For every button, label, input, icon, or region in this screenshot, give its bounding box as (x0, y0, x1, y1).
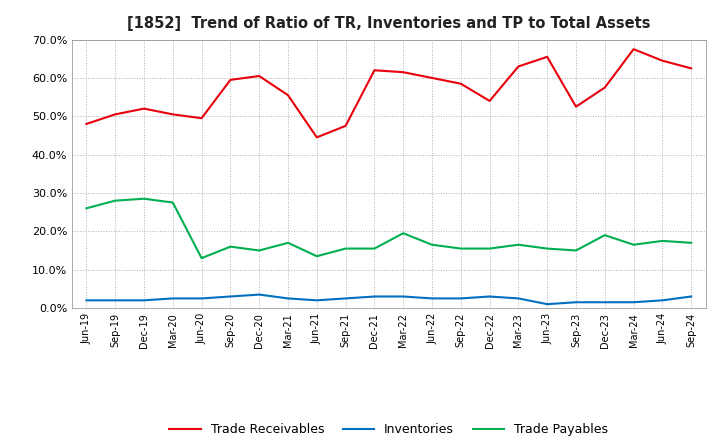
Inventories (226, 294, 235, 299)
Trade Receivables (543, 54, 552, 59)
Trade Receivables (399, 70, 408, 75)
Inventories (687, 294, 696, 299)
Trade Payables (600, 232, 609, 238)
Trade Receivables (226, 77, 235, 82)
Trade Payables (197, 256, 206, 261)
Trade Receivables (341, 123, 350, 128)
Trade Payables (428, 242, 436, 247)
Trade Payables (370, 246, 379, 251)
Trade Payables (226, 244, 235, 249)
Line: Inventories: Inventories (86, 295, 691, 304)
Trade Payables (255, 248, 264, 253)
Inventories (370, 294, 379, 299)
Trade Receivables (572, 104, 580, 109)
Trade Payables (399, 231, 408, 236)
Line: Trade Payables: Trade Payables (86, 199, 691, 258)
Inventories (658, 298, 667, 303)
Trade Receivables (111, 112, 120, 117)
Inventories (629, 300, 638, 305)
Trade Receivables (485, 98, 494, 103)
Inventories (312, 298, 321, 303)
Trade Payables (341, 246, 350, 251)
Inventories (82, 298, 91, 303)
Trade Receivables (629, 47, 638, 52)
Trade Payables (82, 205, 91, 211)
Trade Payables (456, 246, 465, 251)
Trade Payables (514, 242, 523, 247)
Trade Receivables (312, 135, 321, 140)
Inventories (341, 296, 350, 301)
Legend: Trade Receivables, Inventories, Trade Payables: Trade Receivables, Inventories, Trade Pa… (164, 418, 613, 440)
Inventories (399, 294, 408, 299)
Inventories (572, 300, 580, 305)
Inventories (514, 296, 523, 301)
Trade Receivables (255, 73, 264, 79)
Trade Receivables (456, 81, 465, 86)
Trade Receivables (687, 66, 696, 71)
Trade Payables (658, 238, 667, 244)
Trade Receivables (140, 106, 148, 111)
Title: [1852]  Trend of Ratio of TR, Inventories and TP to Total Assets: [1852] Trend of Ratio of TR, Inventories… (127, 16, 651, 32)
Trade Payables (687, 240, 696, 246)
Inventories (485, 294, 494, 299)
Line: Trade Receivables: Trade Receivables (86, 49, 691, 137)
Trade Receivables (514, 64, 523, 69)
Trade Receivables (284, 92, 292, 98)
Inventories (428, 296, 436, 301)
Inventories (456, 296, 465, 301)
Trade Payables (572, 248, 580, 253)
Inventories (255, 292, 264, 297)
Trade Payables (111, 198, 120, 203)
Inventories (600, 300, 609, 305)
Trade Receivables (168, 112, 177, 117)
Inventories (140, 298, 148, 303)
Trade Payables (284, 240, 292, 246)
Trade Payables (312, 253, 321, 259)
Trade Receivables (82, 121, 91, 127)
Inventories (168, 296, 177, 301)
Trade Receivables (600, 85, 609, 90)
Trade Payables (140, 196, 148, 202)
Trade Payables (485, 246, 494, 251)
Inventories (111, 298, 120, 303)
Trade Receivables (197, 116, 206, 121)
Trade Payables (543, 246, 552, 251)
Trade Payables (629, 242, 638, 247)
Inventories (543, 301, 552, 307)
Inventories (284, 296, 292, 301)
Trade Receivables (658, 58, 667, 63)
Trade Receivables (428, 75, 436, 81)
Trade Payables (168, 200, 177, 205)
Inventories (197, 296, 206, 301)
Trade Receivables (370, 68, 379, 73)
